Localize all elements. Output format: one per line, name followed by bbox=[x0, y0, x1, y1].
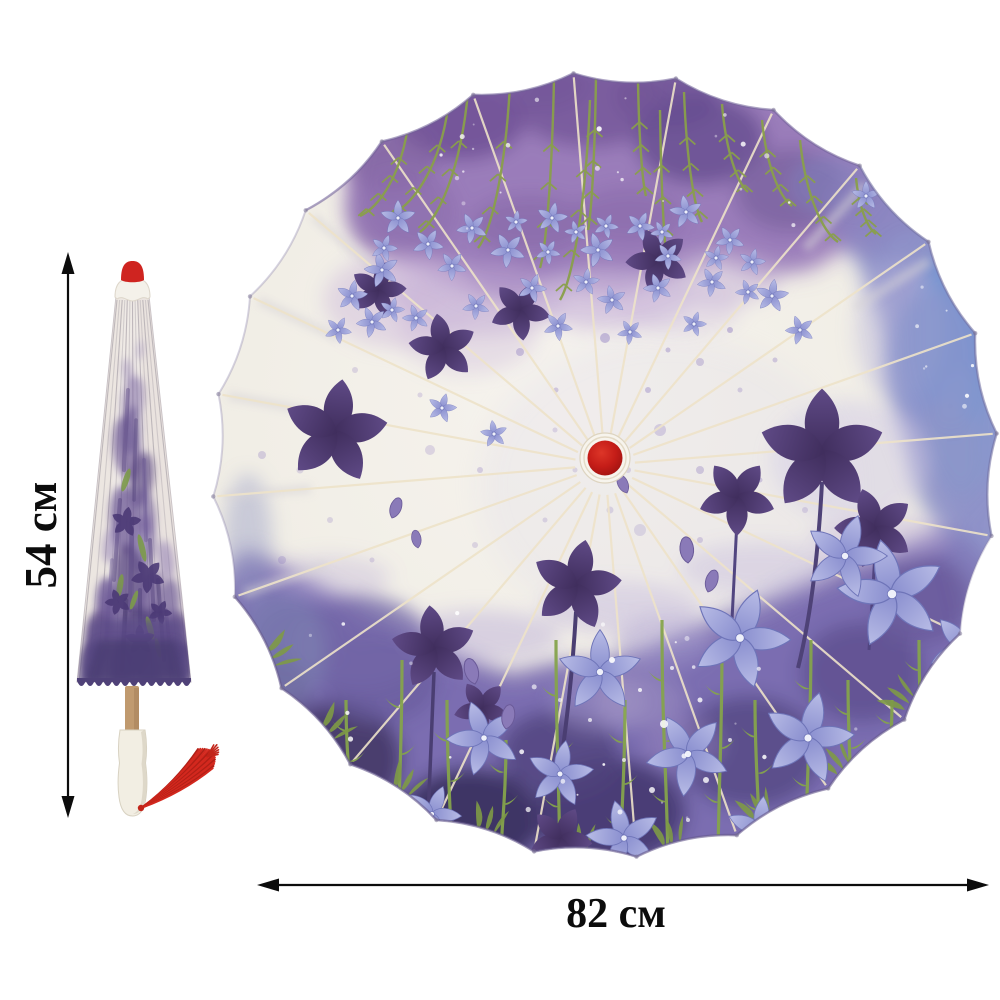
svg-text:82 см: 82 см bbox=[566, 891, 666, 937]
svg-text:54 см: 54 см bbox=[16, 482, 66, 589]
